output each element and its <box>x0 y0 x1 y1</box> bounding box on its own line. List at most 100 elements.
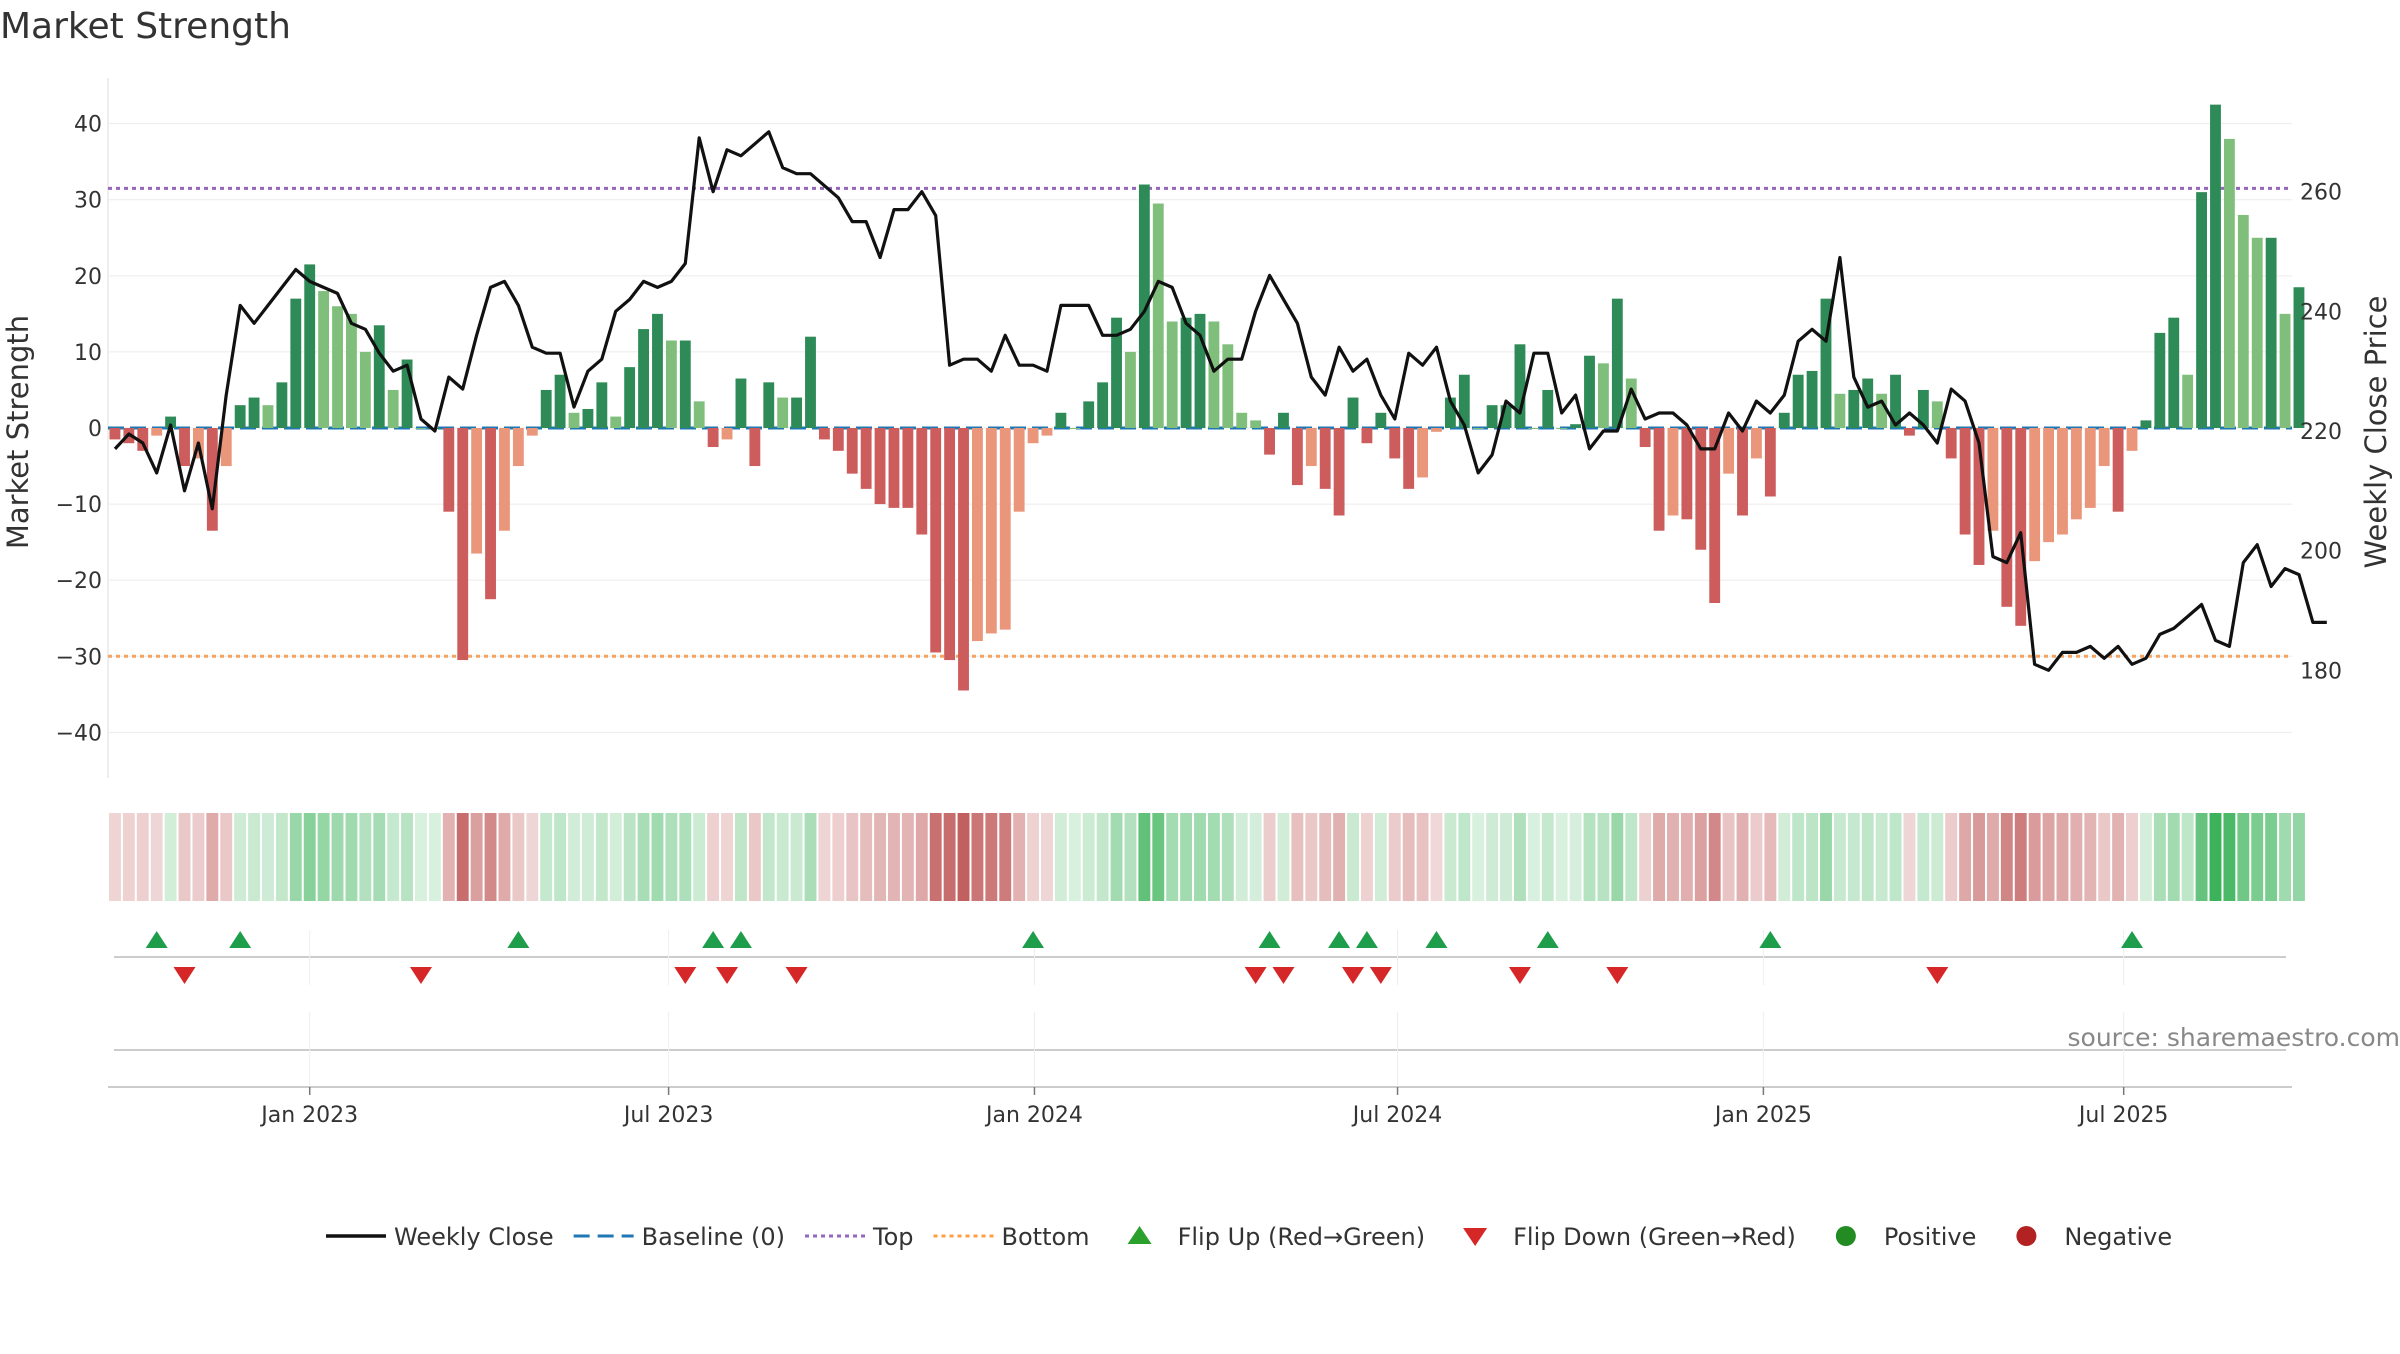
flip-down-marker <box>674 967 696 984</box>
legend-item[interactable]: Flip Up (Red→Green) <box>1128 1223 1426 1251</box>
strength-bar <box>2252 238 2263 428</box>
heat-cell <box>1291 813 1303 901</box>
strength-bar <box>2099 428 2110 466</box>
legend-item[interactable]: Baseline (0) <box>574 1223 785 1251</box>
strength-bar <box>2168 318 2179 428</box>
heat-cell <box>318 813 330 901</box>
heat-cell <box>1500 813 1512 901</box>
heat-cell <box>1069 813 1081 901</box>
legend-label: Baseline (0) <box>642 1223 785 1251</box>
y-tick-label: 40 <box>74 113 102 138</box>
strength-bar <box>332 306 343 428</box>
heat-cell <box>1737 813 1749 901</box>
strength-bar <box>1278 413 1289 428</box>
strength-bar <box>1055 413 1066 428</box>
strength-bar <box>2141 420 2152 428</box>
strength-bar <box>1542 390 1553 428</box>
strength-bar <box>1125 352 1136 428</box>
strength-bar <box>1876 394 1887 428</box>
heat-cell <box>1584 813 1596 901</box>
strength-bar <box>2210 105 2221 428</box>
strength-bar <box>2071 428 2082 519</box>
strength-bar <box>374 325 385 428</box>
heat-cell <box>777 813 789 901</box>
strength-bar <box>1181 318 1192 428</box>
strength-bar <box>638 329 649 428</box>
heat-cell <box>707 813 719 901</box>
heat-cell <box>248 813 260 901</box>
heat-cell <box>1667 813 1679 901</box>
heat-cell <box>665 813 677 901</box>
heat-cell <box>2140 813 2152 901</box>
strength-bar <box>2280 314 2291 428</box>
heat-cell <box>290 813 302 901</box>
heat-cell <box>2098 813 2110 901</box>
strength-bar <box>1960 428 1971 535</box>
heat-cell <box>860 813 872 901</box>
strength-bar <box>569 413 580 428</box>
strength-bar <box>2224 139 2235 428</box>
strength-bar <box>1570 424 1581 428</box>
legend-item[interactable]: Positive <box>1836 1223 1977 1251</box>
strength-bar <box>2154 333 2165 428</box>
strength-bar <box>1848 390 1859 428</box>
heat-cell <box>1709 813 1721 901</box>
heat-cell <box>109 813 121 901</box>
strength-bar <box>471 428 482 554</box>
strength-bar <box>819 428 830 439</box>
heat-cell <box>1347 813 1359 901</box>
strength-bar <box>2085 428 2096 508</box>
heat-cell <box>596 813 608 901</box>
heat-cell <box>1152 813 1164 901</box>
y-tick-label: −10 <box>56 493 102 518</box>
heat-cell <box>1973 813 1985 901</box>
strength-bar <box>416 428 427 429</box>
y-tick-label: −20 <box>56 569 102 594</box>
legend-item[interactable]: Weekly Close <box>326 1223 554 1251</box>
strength-bar <box>1042 428 1053 436</box>
heat-cell <box>220 813 232 901</box>
legend-label: Negative <box>2064 1223 2172 1251</box>
strength-bars <box>110 105 2305 691</box>
flip-up-marker <box>229 931 251 948</box>
legend-item[interactable]: Bottom <box>934 1223 1090 1251</box>
heat-cell <box>1097 813 1109 901</box>
strength-bar <box>1528 428 1539 429</box>
flip-down-marker <box>1926 967 1948 984</box>
y2-tick-label: 260 <box>2300 181 2342 206</box>
heat-cell <box>2237 813 2249 901</box>
legend-item[interactable]: Negative <box>2016 1223 2172 1251</box>
legend-item[interactable]: Top <box>805 1223 914 1251</box>
heat-cell <box>1305 813 1317 901</box>
strength-bar <box>2182 375 2193 428</box>
flip-down-marker <box>174 967 196 984</box>
y-tick-label: 30 <box>74 189 102 214</box>
heat-cell <box>345 813 357 901</box>
flip-up-marker <box>1537 931 1559 948</box>
heat-cell <box>137 813 149 901</box>
strength-bar <box>1723 428 1734 474</box>
heat-cell <box>443 813 455 901</box>
strength-bar <box>666 341 677 429</box>
heat-cell <box>1222 813 1234 901</box>
heat-cell <box>582 813 594 901</box>
heat-cell <box>874 813 886 901</box>
heat-cell <box>276 813 288 901</box>
heat-cell <box>1695 813 1707 901</box>
strength-bar <box>1779 413 1790 428</box>
heat-cell <box>2251 813 2263 901</box>
heat-cell <box>624 813 636 901</box>
heat-cell <box>1945 813 1957 901</box>
heat-cell <box>1055 813 1067 901</box>
strength-bar <box>1417 428 1428 477</box>
strength-bar <box>2113 428 2124 512</box>
legend[interactable]: Weekly Close Baseline (0) Top Bottom Flip Up… <box>326 1223 2172 1251</box>
heat-cell <box>1987 813 1999 901</box>
legend-label: Top <box>872 1223 914 1251</box>
legend-item[interactable]: Flip Down (Green→Red) <box>1463 1223 1796 1251</box>
heat-cell <box>1778 813 1790 901</box>
strength-bar <box>624 367 635 428</box>
strength-bar <box>541 390 552 428</box>
heat-cell <box>1750 813 1762 901</box>
